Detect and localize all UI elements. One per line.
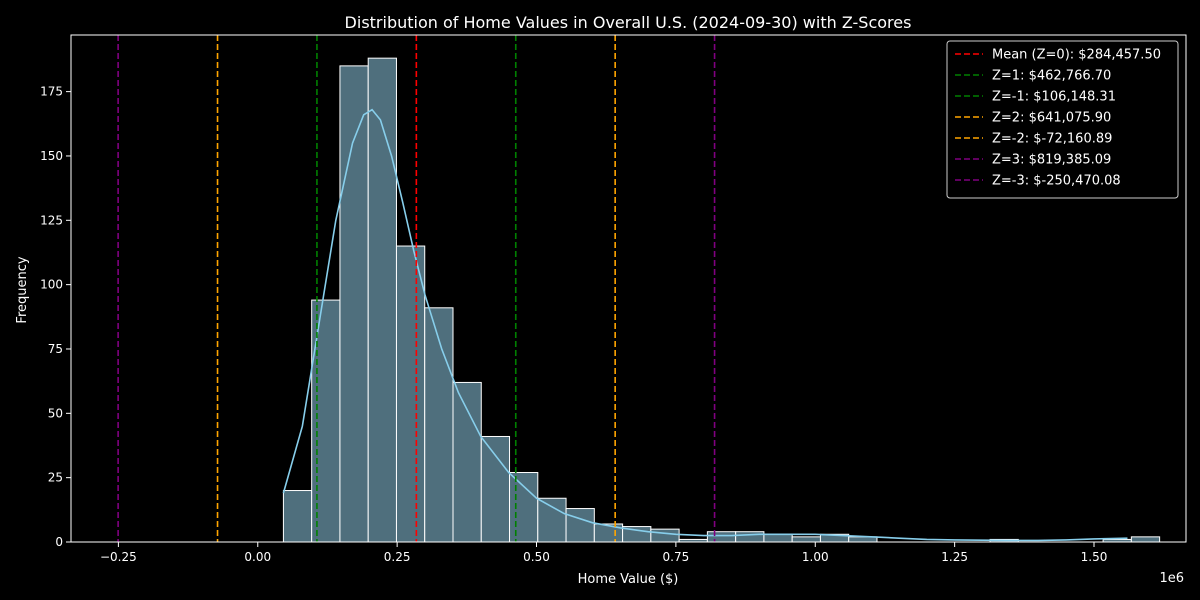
histogram-bar bbox=[593, 523, 624, 543]
histogram-bar bbox=[791, 536, 821, 543]
y-tick-label: 175 bbox=[40, 85, 63, 99]
histogram-bar bbox=[509, 472, 539, 543]
legend-label: Mean (Z=0): $284,457.50 bbox=[992, 48, 1161, 63]
histogram-bar bbox=[282, 490, 313, 543]
legend-label: Z=-1: $106,148.31 bbox=[992, 90, 1116, 105]
histogram-bar bbox=[452, 381, 482, 543]
histogram-bar bbox=[367, 57, 397, 543]
y-tick-label: 75 bbox=[48, 342, 63, 356]
legend-label: Z=1: $462,766.70 bbox=[992, 69, 1111, 84]
histogram-bar bbox=[424, 307, 454, 543]
y-tick-label: 50 bbox=[48, 406, 63, 420]
y-axis-label: Frequency bbox=[15, 256, 30, 323]
x-tick-label: 0.75 bbox=[663, 550, 690, 564]
y-tick-label: 100 bbox=[40, 278, 63, 292]
x-tick-label: 0.50 bbox=[523, 550, 550, 564]
legend: Mean (Z=0): $284,457.50 Z=1: $462,766.70 Z… bbox=[946, 40, 1179, 199]
x-tick-label: 1.50 bbox=[1081, 550, 1108, 564]
x-tick-label: 1.25 bbox=[941, 550, 968, 564]
histogram-bar bbox=[735, 531, 765, 543]
histogram-bar bbox=[706, 531, 737, 543]
histogram-bar bbox=[763, 533, 793, 543]
histogram-bar bbox=[311, 299, 341, 543]
x-tick-label: 0.00 bbox=[244, 550, 271, 564]
axes-frame bbox=[70, 34, 1187, 543]
y-tick-label: 125 bbox=[40, 213, 63, 227]
legend-label: Z=-2: $-72,160.89 bbox=[992, 132, 1112, 147]
legend-label: Z=3: $819,385.09 bbox=[992, 153, 1111, 168]
x-tick-label: 0.25 bbox=[384, 550, 411, 564]
plot-area: −0.25 0.00 0.25 0.50 0.75 1.00 1.25 1.50 0 25 50 75… bbox=[40, 34, 1187, 564]
histogram-bar bbox=[537, 497, 567, 543]
histogram-bar bbox=[395, 245, 426, 543]
legend-box bbox=[946, 40, 1179, 199]
x-axis-label: Home Value ($) bbox=[578, 572, 679, 587]
x-tick-label: 1.00 bbox=[802, 550, 829, 564]
histogram-bar bbox=[339, 65, 369, 543]
x-tick-label: −0.25 bbox=[100, 550, 137, 564]
y-tick-label: 0 bbox=[55, 535, 63, 549]
x-axis-offset-label: 1e6 bbox=[1159, 571, 1184, 586]
chart-title: Distribution of Home Values in Overall U… bbox=[345, 13, 912, 32]
kde-curve bbox=[282, 108, 1128, 542]
histogram-bar bbox=[1130, 536, 1161, 543]
legend-label: Z=2: $641,075.90 bbox=[992, 111, 1111, 126]
histogram-bar bbox=[480, 435, 511, 543]
y-tick-label: 150 bbox=[40, 149, 63, 163]
legend-label: Z=-3: $-250,470.08 bbox=[992, 174, 1121, 189]
histogram-bar bbox=[650, 528, 680, 543]
y-tick-label: 25 bbox=[48, 471, 63, 485]
histogram-bar bbox=[565, 508, 595, 543]
